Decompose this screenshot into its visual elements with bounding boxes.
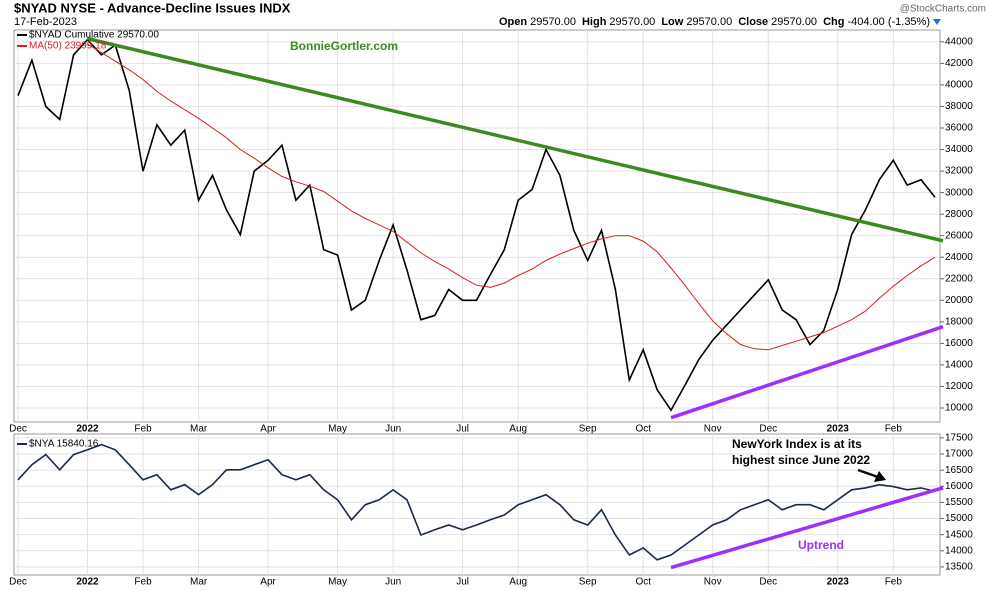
y-tick-label: 30000 (945, 187, 973, 198)
trend-line (670, 325, 944, 420)
series-line (87, 43, 936, 351)
quote-label: High (582, 16, 607, 28)
y-tick-label: 13500 (945, 562, 973, 573)
x-tick-label: Dec (759, 424, 777, 435)
annotation: highest since June 2022 (732, 453, 870, 467)
y-tick-label: 16500 (945, 465, 973, 476)
legend-label: $NYA 15840.16 (29, 439, 99, 450)
y-tick-label: 24000 (945, 252, 973, 263)
x-tick-label: Feb (885, 424, 903, 435)
x-tick-label: Jun (385, 577, 401, 588)
quote-value: 29570.00 (771, 16, 817, 28)
quote-label: Close (738, 16, 768, 28)
y-tick-label: 40000 (945, 80, 973, 91)
quote-value: 29570.00 (686, 16, 732, 28)
y-tick-label: 18000 (945, 316, 973, 327)
annotation: BonnieGortler.com (290, 39, 398, 53)
y-tick-label: 28000 (945, 209, 973, 220)
y-tick-label: 12000 (945, 381, 973, 392)
series-line (17, 38, 936, 412)
x-tick-label: Sep (579, 424, 597, 435)
y-tick-label: 10000 (945, 403, 973, 414)
x-tick-label: Dec (759, 577, 777, 588)
down-arrow (933, 19, 941, 25)
x-tick-label: Dec (9, 424, 27, 435)
x-tick-label: Feb (134, 577, 152, 588)
x-tick-label: Oct (635, 424, 651, 435)
y-tick-label: 34000 (945, 144, 973, 155)
y-tick-label: 17500 (945, 433, 973, 444)
quote-value: -404.00 (-1.35%) (847, 16, 930, 28)
quote-label: Open (499, 16, 527, 28)
x-tick-label: 2022 (76, 577, 99, 588)
x-tick-label: Jul (456, 577, 469, 588)
y-tick-label: 16000 (945, 338, 973, 349)
annotation-arrow (857, 468, 879, 479)
trend-line (87, 36, 944, 243)
x-tick-label: 2023 (827, 577, 850, 588)
x-tick-label: Mar (190, 424, 208, 435)
quote-value: 29570.00 (530, 16, 576, 28)
y-tick-label: 36000 (945, 123, 973, 134)
y-tick-label: 15500 (945, 497, 973, 508)
x-tick-label: Apr (260, 424, 276, 435)
y-tick-label: 44000 (945, 36, 973, 47)
source: @StockCharts.com (900, 4, 986, 15)
x-tick-label: May (328, 577, 347, 588)
x-tick-label: 2022 (76, 424, 99, 435)
quote-label: Low (661, 16, 683, 28)
x-tick-label: Dec (9, 577, 27, 588)
legend-label: $NYAD Cumulative 29570.00 (29, 30, 159, 41)
x-tick-label: Sep (579, 577, 597, 588)
x-tick-label: Feb (134, 424, 152, 435)
chart-title: $NYAD NYSE - Advance-Decline Issues INDX (14, 0, 291, 15)
y-tick-label: 32000 (945, 166, 973, 177)
legend-label: MA(50) 23999.18 (29, 41, 107, 52)
plot-frame (13, 29, 941, 423)
x-tick-label: Jul (456, 424, 469, 435)
y-tick-label: 20000 (945, 295, 973, 306)
annotation: Uptrend (798, 538, 844, 552)
y-tick-label: 16000 (945, 481, 973, 492)
x-tick-label: Apr (260, 577, 276, 588)
y-tick-label: 22000 (945, 273, 973, 284)
series-line (17, 443, 936, 561)
trend-line (670, 486, 944, 570)
y-tick-label: 14000 (945, 360, 973, 371)
x-tick-label: Nov (704, 424, 722, 435)
x-tick-label: Feb (885, 577, 903, 588)
x-tick-label: Aug (509, 424, 527, 435)
y-tick-label: 14000 (945, 545, 973, 556)
date: 17-Feb-2023 (14, 16, 77, 28)
y-tick-label: 15000 (945, 513, 973, 524)
plot-frame (13, 433, 941, 576)
y-tick-label: 26000 (945, 230, 973, 241)
x-tick-label: May (328, 424, 347, 435)
y-tick-label: 17000 (945, 449, 973, 460)
x-tick-label: Mar (190, 577, 208, 588)
x-tick-label: 2023 (827, 424, 850, 435)
x-tick-label: Nov (704, 577, 722, 588)
annotation: NewYork Index is at its (732, 437, 862, 451)
y-tick-label: 42000 (945, 58, 973, 69)
quote-label: Chg (823, 16, 844, 28)
x-tick-label: Aug (509, 577, 527, 588)
y-tick-label: 38000 (945, 101, 973, 112)
x-tick-label: Oct (635, 577, 651, 588)
x-tick-label: Jun (385, 424, 401, 435)
y-tick-label: 14500 (945, 529, 973, 540)
quote: Open 29570.00 High 29570.00 Low 29570.00 Close… (499, 16, 930, 28)
quote-value: 29570.00 (609, 16, 655, 28)
annotation-arrowhead (874, 471, 886, 482)
